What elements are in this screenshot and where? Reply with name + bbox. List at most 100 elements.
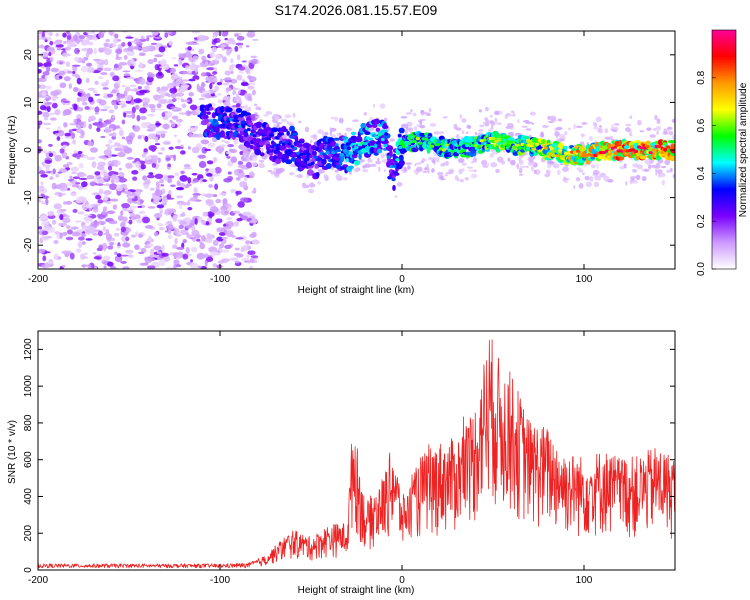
spectrogram-cell	[139, 38, 147, 42]
spectrogram-cell	[272, 143, 277, 147]
spectrogram-cell	[590, 164, 596, 169]
spectrogram-cell	[237, 201, 245, 208]
spectrogram-cell	[224, 37, 228, 41]
spectrogram-cell	[270, 127, 279, 133]
y-tick-label: 400	[23, 488, 34, 505]
spectrogram-cell	[59, 184, 68, 192]
spectrogram-cell	[306, 169, 314, 176]
spectrogram-cell	[60, 141, 70, 147]
spectrogram-cell	[132, 125, 141, 132]
spectrogram-cell	[99, 191, 104, 195]
spectrogram-cell	[668, 130, 674, 136]
spectrogram-cell	[244, 176, 248, 182]
spectrogram-cell	[522, 119, 530, 123]
spectrogram-cell	[497, 138, 502, 142]
spectrogram-cell	[164, 230, 169, 233]
spectrogram-cell	[355, 167, 360, 173]
spectrogram-cell	[660, 151, 665, 155]
spectrogram-cell	[239, 150, 244, 156]
spectrogram-cell	[251, 114, 256, 121]
spectrogram-cell	[274, 115, 280, 122]
spectrogram-cell	[345, 127, 353, 132]
spectrogram-cell	[201, 235, 206, 242]
spectrogram-cell	[224, 244, 232, 249]
spectrogram-cell	[173, 214, 178, 218]
spectrogram-cell	[95, 183, 104, 186]
spectrogram-cell	[365, 126, 370, 131]
spectrogram-cell	[143, 148, 148, 153]
spectrogram-cell	[661, 179, 665, 186]
spectrogram-cell	[355, 136, 363, 143]
spectrogram-cell	[191, 173, 198, 176]
spectrogram-cell	[235, 237, 244, 240]
spectrogram-cell	[310, 181, 314, 187]
spectrogram-cell	[465, 131, 469, 134]
spectrogram-cell	[81, 181, 88, 188]
spectrogram-cell	[625, 127, 631, 132]
spectrogram-cell	[246, 149, 251, 152]
spectrogram-cell	[82, 231, 86, 234]
spectrogram-cell	[407, 165, 411, 170]
spectrogram-cell	[507, 157, 511, 162]
spectrogram-cell	[93, 48, 98, 55]
spectrogram-cell	[121, 216, 128, 222]
spectrogram-cell	[602, 151, 607, 155]
spectrogram-cell	[49, 176, 54, 180]
spectrogram-cell	[108, 220, 118, 225]
spectrogram-cell	[268, 152, 274, 156]
spectrogram-cell	[54, 231, 60, 235]
spectrogram-cell	[143, 85, 150, 90]
spectrogram-cell	[329, 127, 337, 132]
spectrogram-cell	[121, 119, 126, 125]
spectrogram-cell	[38, 110, 43, 115]
spectrogram-cell	[159, 66, 168, 69]
spectrogram-cell	[48, 143, 53, 147]
spectrogram-cell	[112, 39, 119, 43]
spectrogram-cell	[58, 168, 67, 173]
spectrogram-cell	[294, 174, 301, 178]
spectrogram-cell	[215, 218, 223, 224]
spectrogram-cell	[634, 149, 639, 154]
spectrogram-cell	[225, 41, 234, 45]
spectrogram-cell	[415, 166, 423, 172]
spectrogram-cell	[236, 54, 241, 61]
spectrogram-cell	[380, 153, 385, 159]
spectrogram-cell	[169, 67, 176, 73]
spectrogram-y-label: Frequency (Hz)	[7, 116, 18, 185]
spectrogram-cell	[216, 229, 225, 233]
spectrogram-cell	[543, 146, 548, 150]
spectrogram-cell	[204, 148, 212, 152]
spectrogram-cell	[403, 166, 407, 172]
spectrogram-cell	[433, 160, 436, 165]
spectrogram-cell	[216, 81, 223, 86]
spectrogram-cell	[133, 189, 141, 197]
spectrogram-cell	[209, 175, 214, 182]
spectrogram-cell	[102, 105, 111, 109]
spectrogram-cell	[222, 82, 230, 86]
spectrogram-cell	[235, 108, 243, 113]
spectrogram-cell	[147, 265, 156, 269]
spectrogram-cell	[57, 171, 63, 174]
spectrogram-cell	[362, 164, 367, 169]
spectrogram-cell	[521, 125, 528, 128]
spectrogram-cell	[578, 182, 584, 189]
spectrogram-cell	[632, 168, 638, 173]
spectrogram-cell	[81, 101, 88, 106]
spectrogram-cell	[53, 253, 59, 260]
spectrogram-cell	[55, 33, 59, 37]
colorbar-tick-label: 0.8	[696, 70, 707, 84]
spectrogram-cell	[401, 149, 408, 153]
spectrogram-cell	[97, 64, 102, 69]
spectrogram-cell	[270, 145, 275, 149]
spectrogram-cell	[210, 92, 216, 97]
spectrogram-cell	[175, 92, 185, 97]
spectrogram-cell	[240, 197, 249, 203]
spectrogram-cell	[223, 177, 233, 183]
y-tick-label: -20	[23, 238, 34, 253]
spectrogram-cell	[89, 181, 96, 187]
spectrogram-cell	[187, 70, 192, 74]
spectrogram-cell	[242, 149, 246, 153]
spectrogram-cell	[144, 178, 151, 186]
spectrogram-cell	[243, 64, 247, 67]
spectrogram-cell	[254, 103, 258, 107]
